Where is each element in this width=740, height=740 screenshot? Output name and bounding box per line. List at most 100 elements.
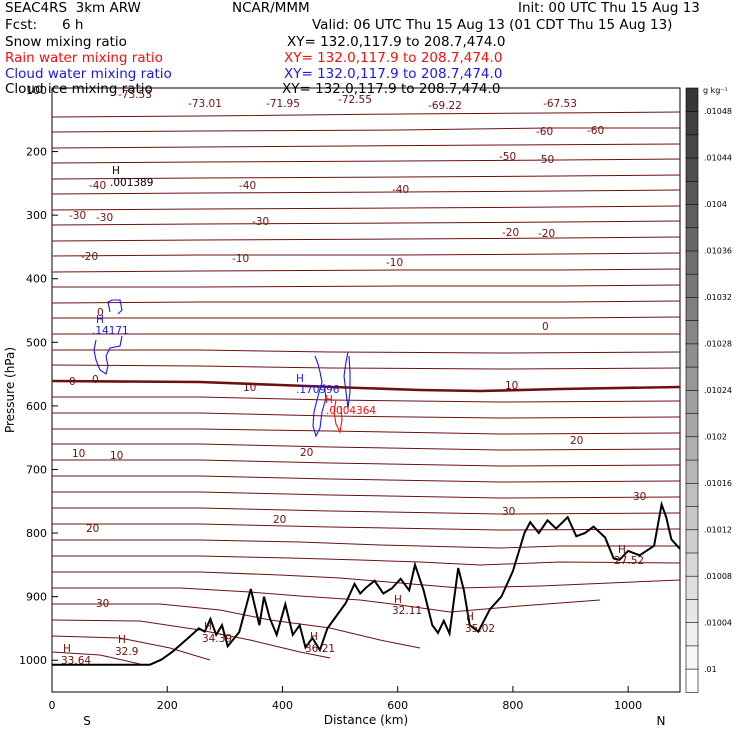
x-tick-label: 600	[387, 699, 408, 712]
temperature-contour-line	[51, 205, 681, 211]
temperature-high-marker: H	[394, 594, 402, 606]
temperature-contour-label: 30	[502, 506, 515, 518]
temperature-high-marker: H	[204, 621, 212, 633]
temperature-contour-line	[52, 587, 601, 613]
colorbar-label: .01012	[704, 525, 732, 534]
temperature-contour-line	[51, 236, 681, 242]
temperature-contour-line	[51, 651, 141, 665]
colorbar-label: .0102	[704, 432, 727, 441]
temperature-contour-line	[52, 412, 681, 419]
temperature-high-marker: H	[618, 544, 626, 556]
colorbar-label: .01032	[704, 293, 732, 302]
temperature-contour-line	[51, 158, 681, 164]
field-name-cloud-water: Cloud water mixing ratio	[5, 66, 172, 82]
temperature-contour-line	[51, 174, 681, 180]
valid-time: Valid: 06 UTC Thu 15 Aug 13 (01 CDT Thu …	[312, 17, 673, 33]
temperature-contour-line	[52, 571, 681, 589]
temperature-high-value: 35.02	[465, 623, 495, 635]
temperature-contour-label: -10	[232, 253, 249, 265]
temperature-high-value: 27.52	[614, 555, 644, 567]
x-axis: 0 200 400 600 800 1000	[49, 686, 642, 712]
rain-max-value: .0004364	[326, 405, 376, 417]
colorbar-label: .01004	[704, 618, 732, 627]
temperature-contour-line	[51, 364, 681, 370]
y-tick-label: 600	[26, 400, 47, 413]
temperature-contour-line	[51, 111, 681, 118]
cloud-water-max-value: .14171	[92, 325, 129, 337]
temperature-contour-label: 30	[633, 491, 646, 503]
temperature-contour-label: 30	[96, 598, 109, 610]
temperature-contour-label: 0	[97, 307, 104, 319]
colorbar-bin	[685, 436, 699, 461]
colorbar-bin	[685, 459, 699, 484]
temperature-contour-line	[52, 523, 681, 531]
colorbar-label: .01024	[704, 386, 732, 395]
temperature-contour-label: 0	[92, 374, 99, 386]
colorbar-bin	[685, 134, 699, 159]
cloud-water-contours	[93, 299, 351, 438]
x-tick-label: 800	[502, 699, 523, 712]
field-xy-rain: XY= 132.0,117.9 to 208.7,474.0	[284, 50, 503, 66]
colorbar-bin	[685, 250, 699, 275]
cloud-water-max-value: .170996	[296, 384, 340, 396]
south-label: S	[83, 714, 91, 728]
colorbar-label: .01008	[704, 572, 732, 581]
y-tick-label: 800	[26, 527, 47, 540]
cloud-water-max-marker: H	[296, 373, 304, 385]
north-label: N	[657, 714, 666, 728]
colorbar-label: .0104	[704, 200, 727, 209]
init-time: Init: 00 UTC Thu 15 Aug 13	[518, 0, 700, 16]
temperature-contour-label: 20	[300, 447, 313, 459]
zero-isotherm	[51, 379, 681, 393]
temperature-contour-label: -40	[239, 180, 256, 192]
temperature-high-value: 36.21	[305, 643, 335, 655]
field-xy-cloud-ice: XY= 132.0,117.9 to 208.7,474.0	[282, 81, 501, 97]
colorbar-bin	[685, 598, 699, 623]
temperature-contour-label: -40	[392, 184, 409, 196]
snow-max-marker: H	[112, 165, 120, 177]
temperature-contour-label: -60	[536, 126, 553, 138]
y-axis: 100 200 300 400 500 600 700 800 900 1000	[19, 84, 58, 667]
temperature-contour-label: 10	[110, 450, 123, 462]
colorbar-bin	[685, 87, 699, 112]
temperature-contour-label: 20	[570, 435, 583, 447]
temperature-contour-line	[52, 428, 681, 435]
temperature-low-value: -71.95	[266, 98, 300, 110]
temperature-contour-line	[51, 189, 681, 195]
colorbar-bin	[685, 227, 699, 252]
plot-frame	[51, 87, 681, 693]
temperature-high-value: 32.11	[392, 605, 422, 617]
y-tick-label: 1000	[19, 654, 47, 667]
colorbar-bin	[685, 645, 699, 670]
y-tick-label: 400	[26, 273, 47, 286]
temperature-contour-line	[51, 268, 681, 273]
temperature-contour-label: 0	[542, 321, 549, 333]
colorbar-bin	[685, 552, 699, 577]
rain-contour	[333, 399, 343, 434]
cloud-water-contour	[107, 299, 123, 315]
y-tick-label: 700	[26, 463, 47, 476]
colorbar-bin	[685, 296, 699, 322]
colorbar-bin	[685, 505, 699, 531]
temperature-contour-label: -10	[386, 257, 403, 269]
y-tick-label: 200	[26, 146, 47, 159]
temperature-contour-label: -40	[89, 180, 106, 192]
temperature-contour-line	[52, 475, 681, 483]
field-xy-snow: XY= 132.0,117.9 to 208.7,474.0	[287, 34, 506, 50]
temperature-contour-label: -50	[537, 154, 554, 166]
colorbar-bin	[685, 575, 699, 600]
temperature-high-marker: H	[118, 634, 126, 646]
y-tick-label: 300	[26, 209, 47, 222]
temperature-low-value: -72.55	[338, 94, 372, 106]
center-label: NCAR/MMM	[232, 0, 310, 16]
temperature-contour-label: -50	[499, 151, 516, 163]
field-name-cloud-ice: Cloud ice mixing ratio	[5, 81, 153, 97]
temperature-low-value: -73.53	[118, 89, 152, 101]
temperature-contour-label: 10	[243, 382, 256, 394]
rain-contours	[333, 399, 343, 434]
temperature-contour-line	[51, 619, 331, 659]
model-title: SEAC4RS 3km ARW	[5, 0, 141, 16]
colorbar-bin	[685, 180, 699, 205]
colorbar-bin	[685, 273, 699, 298]
x-tick-label: 400	[272, 699, 293, 712]
